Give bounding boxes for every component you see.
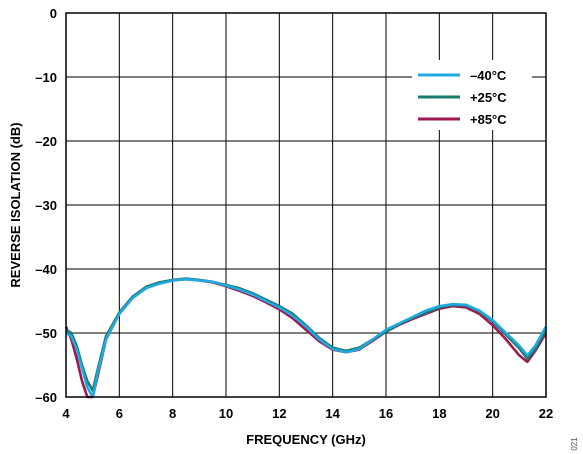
x-axis-title: FREQUENCY (GHz) — [246, 432, 366, 447]
y-tick-label-5: –50 — [35, 326, 57, 341]
x-tick-label-1: 6 — [116, 406, 123, 421]
y-tick-label-6: –60 — [35, 390, 57, 405]
x-tick-labels: 4 6 8 10 12 14 16 18 20 22 — [62, 406, 553, 421]
series-line-0 — [65, 277, 548, 399]
x-tick-label-9: 22 — [539, 406, 553, 421]
x-tick-label-6: 16 — [379, 406, 393, 421]
y-tick-label-0: 0 — [50, 6, 57, 21]
x-tick-label-8: 20 — [485, 406, 499, 421]
legend-label-0: –40°C — [470, 68, 507, 83]
legend-items: –40°C +25°C +85°C — [418, 68, 507, 127]
legend-label-2: +85°C — [470, 112, 507, 127]
x-tick-label-7: 18 — [432, 406, 446, 421]
legend-label-1: +25°C — [470, 90, 507, 105]
x-tick-label-5: 14 — [325, 406, 340, 421]
x-tick-label-2: 8 — [169, 406, 176, 421]
plot-frame — [65, 12, 547, 398]
y-tick-label-3: –30 — [35, 198, 57, 213]
y-tick-label-1: –10 — [35, 70, 57, 85]
x-tick-label-0: 4 — [62, 406, 70, 421]
figure-id: 021 — [570, 437, 579, 451]
x-tick-label-3: 10 — [219, 406, 233, 421]
series-lines — [64, 277, 548, 399]
y-tick-labels: 0 –10 –20 –30 –40 –50 –60 — [35, 6, 57, 405]
x-tick-label-4: 12 — [272, 406, 286, 421]
y-axis-title: REVERSE ISOLATION (dB) — [8, 122, 23, 287]
y-tick-label-4: –40 — [35, 262, 57, 277]
y-tick-label-2: –20 — [35, 134, 57, 149]
series-line-2 — [64, 277, 548, 399]
legend: –40°C +25°C +85°C — [412, 60, 532, 130]
